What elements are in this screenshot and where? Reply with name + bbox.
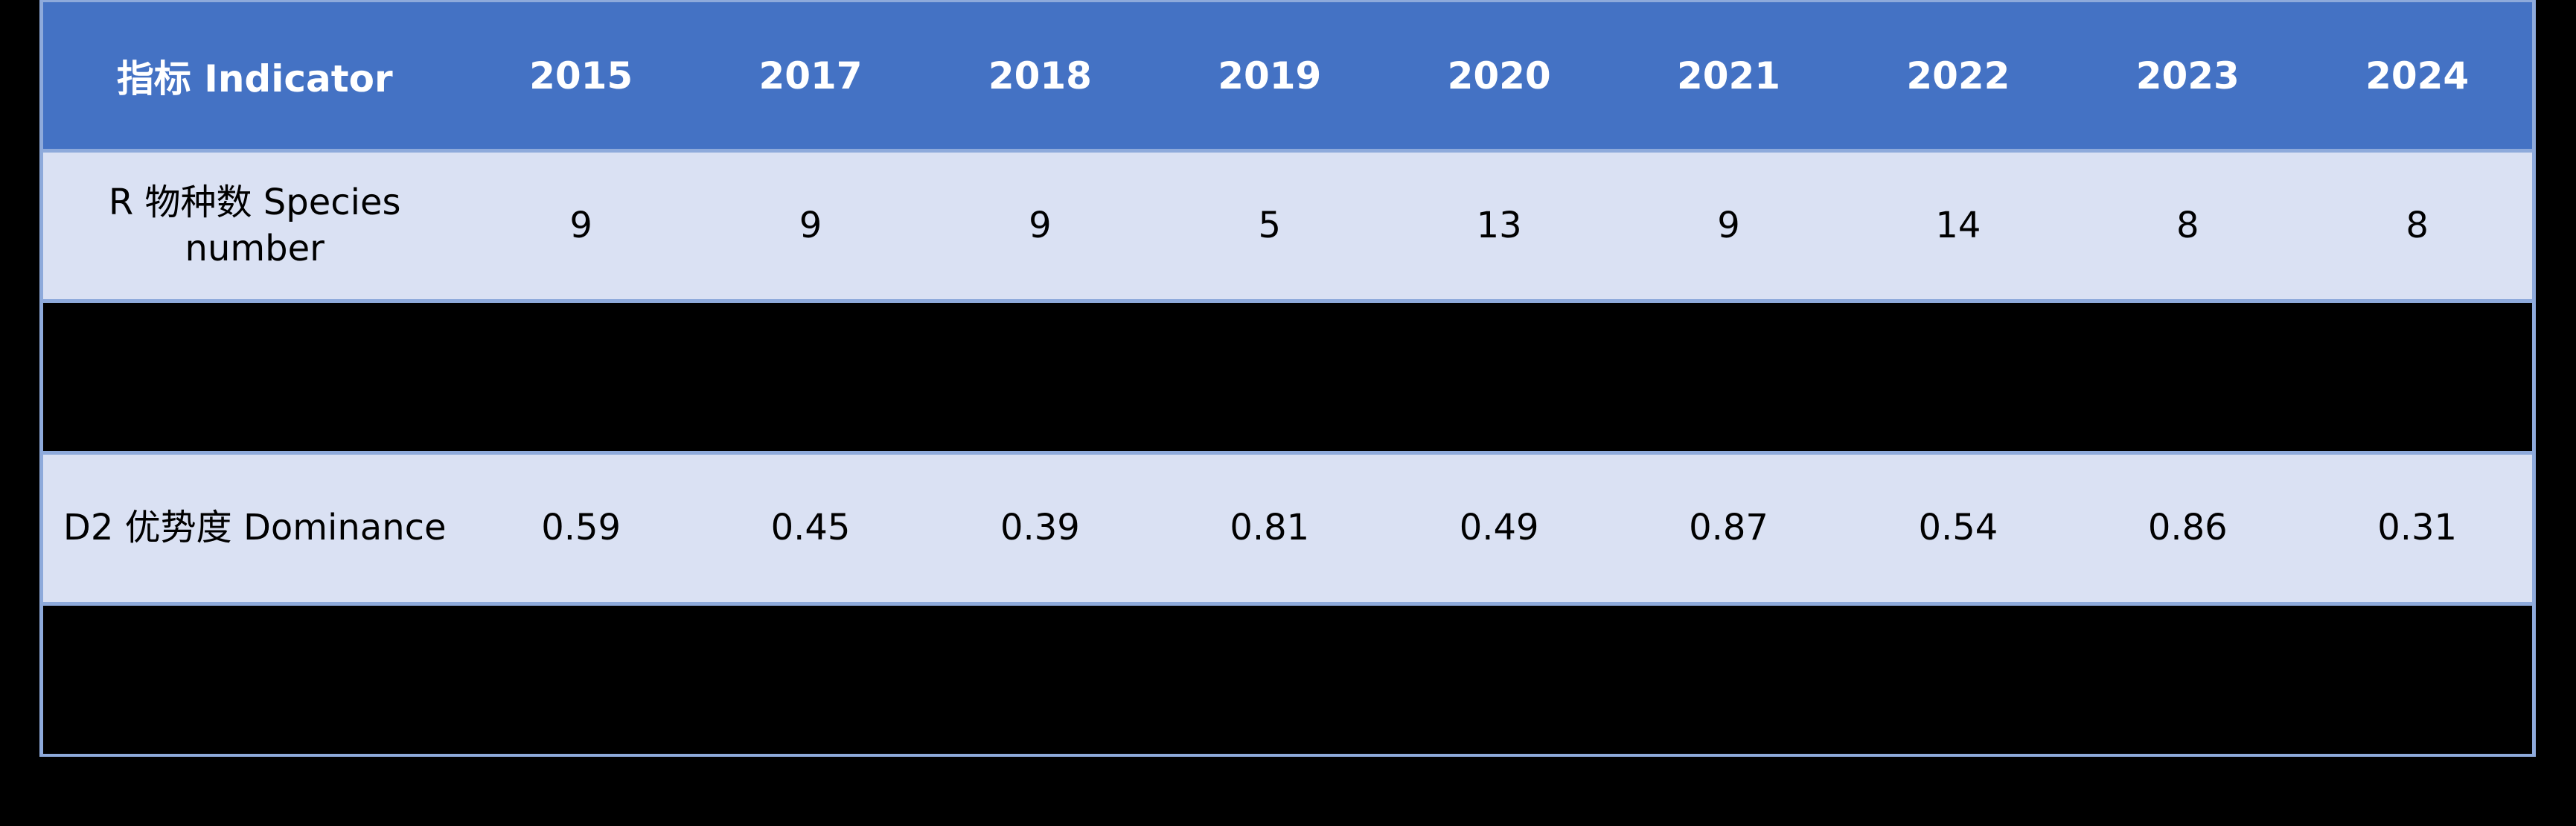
cell-dominance-2015: 0.59: [541, 507, 621, 549]
header-cell-year-2021: 2021: [1676, 54, 1781, 97]
header-cell-year-2023: 2023: [2135, 54, 2240, 97]
header-cell-year-2024: 2024: [2365, 54, 2470, 97]
cell-species-2023: 8: [2176, 204, 2199, 246]
table-row-species-number: R 物种数 Species number 9 9 9 5 13 9 14 8 8: [43, 149, 2532, 299]
header-cell-year-2015: 2015: [529, 54, 633, 97]
cell-dominance-2022: 0.54: [1918, 507, 1998, 549]
row-label-text: R 物种数 Species number: [108, 182, 401, 269]
header-cell-year-2018: 2018: [988, 54, 1092, 97]
header-cell-indicator: 指标 Indicator: [116, 57, 393, 100]
cell-dominance-2020: 0.49: [1459, 507, 1539, 549]
indicators-table: 指标 Indicator 2015 2017 2018 2019 2020 20…: [39, 0, 2536, 757]
table-row-dominance: D2 优势度 Dominance 0.59 0.45 0.39 0.81 0.4…: [43, 451, 2532, 602]
cell-species-2022: 14: [1935, 204, 1981, 246]
cell-species-2019: 5: [1258, 204, 1282, 246]
cell-dominance-2023: 0.86: [2147, 507, 2228, 549]
cell-dominance-2018: 0.39: [1000, 507, 1080, 549]
row-label-species-number: R 物种数 Species number: [43, 153, 466, 299]
cell-species-2020: 13: [1476, 204, 1522, 246]
header-cell-year-2019: 2019: [1218, 54, 1322, 97]
cell-dominance-2021: 0.87: [1689, 507, 1768, 549]
header-cell-year-2020: 2020: [1447, 54, 1551, 97]
cell-species-2021: 9: [1717, 204, 1740, 246]
cell-species-2015: 9: [569, 204, 592, 246]
cell-dominance-2024: 0.31: [2377, 507, 2458, 549]
hidden-black-row-1: [43, 299, 2532, 451]
hidden-black-row-2: [43, 602, 2532, 754]
row-label-dominance: D2 优势度 Dominance: [43, 455, 466, 602]
cell-species-2024: 8: [2406, 204, 2429, 246]
table-header-row: 指标 Indicator 2015 2017 2018 2019 2020 20…: [43, 2, 2532, 149]
row-label-text: D2 优势度 Dominance: [63, 507, 447, 549]
cell-dominance-2019: 0.81: [1230, 507, 1310, 549]
cell-species-2018: 9: [1029, 204, 1052, 246]
header-cell-year-2017: 2017: [758, 54, 863, 97]
cell-species-2017: 9: [799, 204, 822, 246]
header-cell-year-2022: 2022: [1906, 54, 2010, 97]
cell-dominance-2017: 0.45: [770, 507, 851, 549]
